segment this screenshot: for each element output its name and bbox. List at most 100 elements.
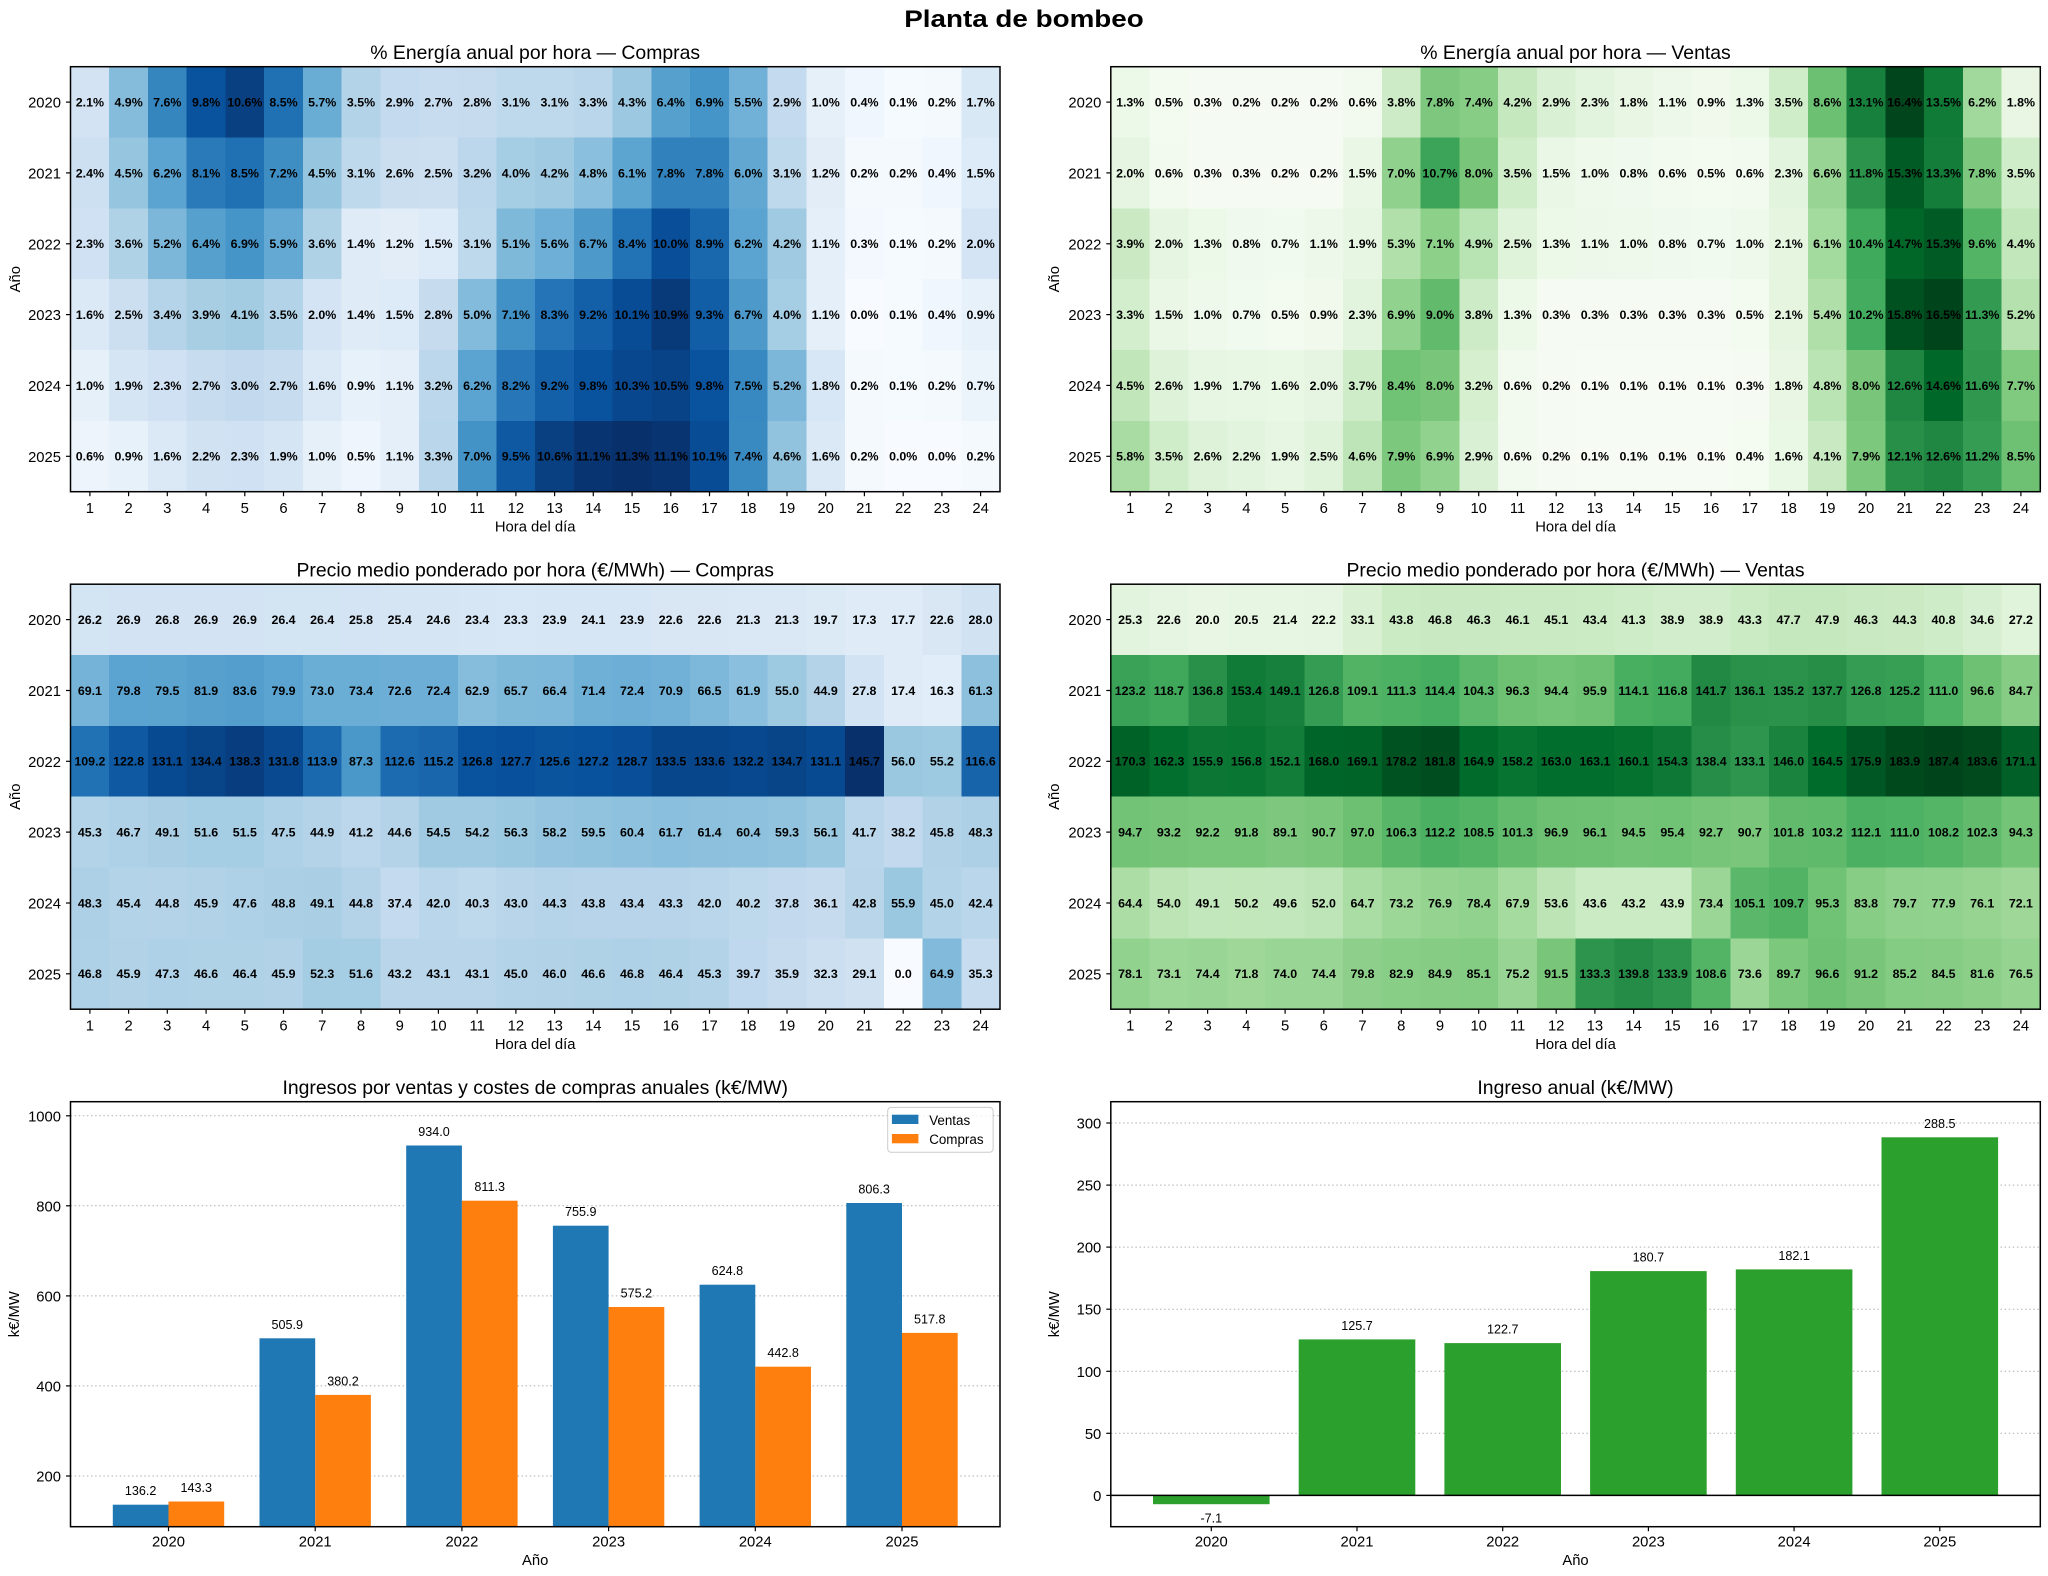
svg-text:20: 20 [817,501,833,517]
svg-text:3.5%: 3.5% [347,96,375,110]
svg-text:46.6: 46.6 [581,967,605,981]
svg-text:45.8: 45.8 [930,826,954,840]
svg-text:128.7: 128.7 [617,755,648,769]
svg-text:1.1%: 1.1% [1658,96,1686,110]
svg-text:14: 14 [585,501,601,517]
svg-text:8.0%: 8.0% [1426,379,1454,393]
svg-text:0.2%: 0.2% [928,379,956,393]
svg-text:3.4%: 3.4% [153,308,181,322]
svg-text:0.1%: 0.1% [1697,379,1725,393]
svg-text:137.7: 137.7 [1812,684,1843,698]
svg-text:55.2: 55.2 [930,755,954,769]
svg-text:44.8: 44.8 [155,896,179,910]
svg-text:0.3%: 0.3% [1658,308,1686,322]
svg-text:Hora del día: Hora del día [1535,1037,1616,1053]
svg-text:8.0%: 8.0% [1852,379,1880,393]
svg-text:0.6%: 0.6% [1155,166,1183,180]
svg-text:1.6%: 1.6% [1271,379,1299,393]
svg-text:0.1%: 0.1% [1619,379,1647,393]
svg-text:8.4%: 8.4% [618,237,646,251]
svg-text:250: 250 [1077,1179,1102,1195]
svg-text:0.1%: 0.1% [889,96,917,110]
svg-text:83.8: 83.8 [1854,896,1878,910]
svg-text:96.3: 96.3 [1505,684,1529,698]
svg-text:122.7: 122.7 [1487,1323,1519,1337]
svg-text:12: 12 [1548,501,1564,517]
svg-text:4.9%: 4.9% [114,96,142,110]
svg-text:138.4: 138.4 [1696,755,1727,769]
svg-text:8: 8 [357,1019,365,1035]
svg-text:5.7%: 5.7% [308,96,336,110]
svg-text:96.6: 96.6 [1970,684,1994,698]
svg-text:20.0: 20.0 [1196,613,1220,627]
svg-text:1.9%: 1.9% [114,379,142,393]
svg-text:7.6%: 7.6% [153,96,181,110]
svg-text:19.7: 19.7 [814,613,838,627]
svg-text:0: 0 [1093,1489,1101,1505]
svg-text:0.9%: 0.9% [1697,96,1725,110]
svg-text:73.2: 73.2 [1389,896,1413,910]
svg-text:4.5%: 4.5% [1116,379,1144,393]
svg-text:43.3: 43.3 [659,896,683,910]
svg-text:624.8: 624.8 [712,1264,744,1278]
svg-text:38.9: 38.9 [1699,613,1723,627]
svg-text:4.6%: 4.6% [1348,450,1376,464]
svg-text:49.1: 49.1 [1196,896,1220,910]
svg-text:0.3%: 0.3% [1542,308,1570,322]
svg-text:Ingreso anual (k€/MW): Ingreso anual (k€/MW) [1477,1077,1673,1099]
svg-text:136.1: 136.1 [1734,684,1765,698]
svg-text:3.1%: 3.1% [540,96,568,110]
svg-text:1.9%: 1.9% [1348,237,1376,251]
svg-text:79.8: 79.8 [117,684,141,698]
svg-text:0.7%: 0.7% [1271,237,1299,251]
svg-text:45.0: 45.0 [504,967,528,981]
svg-text:300: 300 [1077,1117,1102,1133]
svg-text:2.6%: 2.6% [386,166,414,180]
svg-text:182.1: 182.1 [1778,1249,1810,1263]
svg-text:67.9: 67.9 [1505,896,1529,910]
svg-text:4.0%: 4.0% [773,308,801,322]
svg-text:5.1%: 5.1% [502,237,530,251]
svg-text:12: 12 [508,1019,524,1035]
svg-text:36.1: 36.1 [814,896,838,910]
svg-text:11.1%: 11.1% [654,450,688,464]
svg-text:109.1: 109.1 [1347,684,1378,698]
svg-text:84.7: 84.7 [2009,684,2033,698]
svg-text:25.4: 25.4 [388,613,412,627]
svg-text:6.6%: 6.6% [1813,166,1841,180]
svg-text:288.5: 288.5 [1924,1117,1956,1131]
svg-text:18: 18 [1780,1019,1796,1035]
svg-text:47.3: 47.3 [155,967,179,981]
svg-text:2: 2 [124,501,132,517]
svg-text:0.2%: 0.2% [889,166,917,180]
svg-text:2.9%: 2.9% [1542,96,1570,110]
svg-text:0.0%: 0.0% [850,308,878,322]
svg-text:24: 24 [972,501,988,517]
svg-text:1: 1 [86,501,94,517]
svg-text:93.2: 93.2 [1157,826,1181,840]
svg-text:133.9: 133.9 [1657,967,1688,981]
svg-text:23: 23 [934,1019,950,1035]
svg-text:26.8: 26.8 [155,613,179,627]
svg-text:0.5%: 0.5% [1271,308,1299,322]
svg-text:7: 7 [318,1019,326,1035]
svg-text:9: 9 [396,501,404,517]
svg-text:76.5: 76.5 [2009,967,2033,981]
svg-text:0.3%: 0.3% [1193,96,1221,110]
svg-text:806.3: 806.3 [858,1183,890,1197]
svg-text:4: 4 [202,501,210,517]
svg-text:95.3: 95.3 [1815,896,1839,910]
svg-text:9.2%: 9.2% [540,379,568,393]
svg-text:5.5%: 5.5% [734,96,762,110]
svg-text:123.2: 123.2 [1115,684,1146,698]
svg-text:64.9: 64.9 [930,967,954,981]
svg-text:3: 3 [1203,1019,1211,1035]
svg-text:65.7: 65.7 [504,684,528,698]
svg-text:3.5%: 3.5% [1774,96,1802,110]
svg-text:45.9: 45.9 [117,967,141,981]
svg-text:78.4: 78.4 [1467,896,1491,910]
svg-text:34.6: 34.6 [1970,613,1994,627]
svg-text:0.1%: 0.1% [1581,379,1609,393]
svg-text:1.0%: 1.0% [308,450,336,464]
svg-text:3.1%: 3.1% [347,166,375,180]
